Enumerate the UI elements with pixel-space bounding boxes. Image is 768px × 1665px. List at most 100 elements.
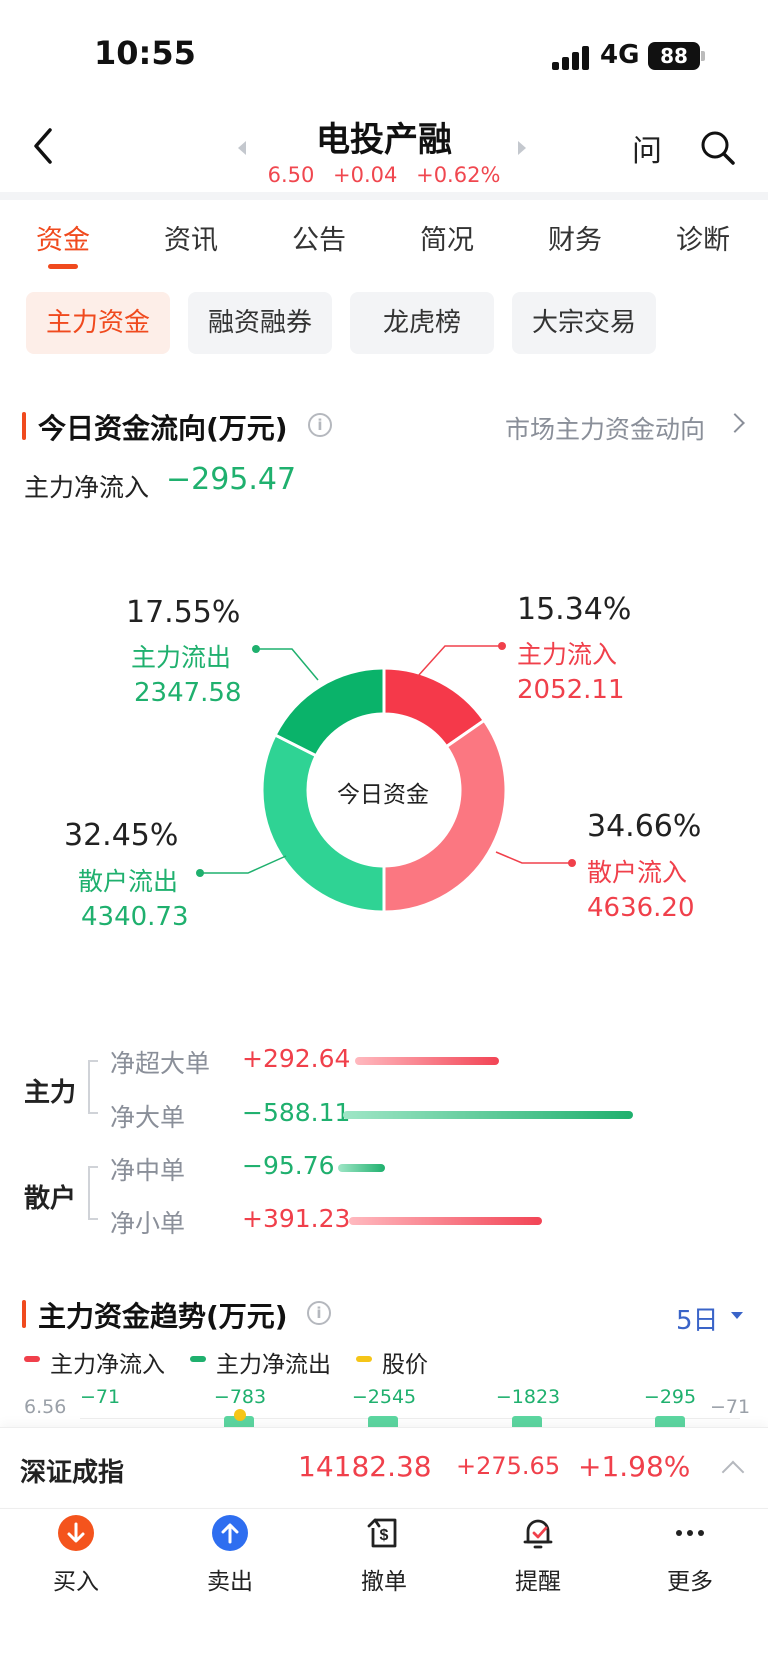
donut-slice-retail-in (382, 718, 508, 914)
tab-finance[interactable]: 财务 (548, 225, 602, 256)
price-row: 6.50 +0.04 +0.62% (0, 163, 768, 187)
row-large-label: 净大单 (110, 1103, 186, 1132)
funds-donut-chart (196, 642, 576, 914)
bar-large (343, 1111, 633, 1119)
index-ticker-bar[interactable] (0, 1427, 768, 1507)
leader-retail-out (200, 855, 287, 874)
tab-diagnosis[interactable]: 诊断 (676, 225, 730, 256)
retail-in-value: 4636.20 (587, 893, 695, 923)
search-icon[interactable] (698, 128, 738, 168)
trend-value-1: −783 (213, 1386, 267, 1408)
trend-bar-2 (368, 1416, 398, 1428)
tab-funds[interactable]: 资金 (36, 225, 90, 256)
group-retail-label: 散户 (24, 1184, 77, 1214)
stock-title: 电投产融 (316, 120, 452, 160)
ask-button[interactable]: 问 (632, 134, 662, 169)
trend-section-marker (22, 1300, 26, 1328)
subtab-margin[interactable]: 融资融券 (188, 292, 332, 354)
retail-in-pct: 34.66% (587, 809, 702, 844)
leader-retail-in (495, 851, 572, 864)
sell-label: 卖出 (207, 1569, 253, 1595)
tab-news[interactable]: 资讯 (164, 225, 218, 256)
axis-top-left-value: −71 (80, 1386, 121, 1408)
axis-left-price: 6.56 (24, 1396, 67, 1418)
prev-stock-icon[interactable] (238, 141, 246, 155)
index-change: +275.65 (456, 1452, 561, 1480)
retail-out-value: 4340.73 (81, 902, 189, 932)
chevron-right-icon (725, 413, 745, 433)
group-main-label: 主力 (24, 1078, 77, 1108)
signal-icon (552, 44, 590, 70)
tab-active-indicator (48, 264, 78, 269)
row-super-large-value: +292.64 (242, 1044, 351, 1073)
more-button[interactable]: 更多 (630, 1514, 750, 1596)
trend-value-3: −1823 (495, 1386, 561, 1408)
row-medium-label: 净中单 (110, 1156, 186, 1185)
stock-price: 6.50 (267, 163, 315, 187)
row-small-value: +391.23 (242, 1204, 351, 1233)
row-large-value: −588.11 (242, 1098, 351, 1127)
row-small-label: 净小单 (110, 1209, 186, 1238)
price-point (234, 1409, 246, 1421)
legend-net-in-swatch (24, 1356, 40, 1362)
more-label: 更多 (667, 1569, 713, 1595)
tab-profile[interactable]: 简况 (420, 225, 474, 256)
group-main-bracket (88, 1060, 98, 1114)
buy-button[interactable]: 买入 (16, 1514, 136, 1596)
back-button[interactable] (26, 122, 66, 170)
tab-announcements[interactable]: 公告 (292, 225, 346, 256)
legend-net-in: 主力净流入 (50, 1352, 165, 1378)
stock-change: +0.04 (333, 163, 398, 187)
sell-icon (211, 1514, 249, 1552)
period-selector[interactable]: 5日 (676, 1306, 719, 1336)
section-marker (22, 412, 26, 440)
index-change-pct: +1.98% (578, 1450, 691, 1483)
battery-icon: 88 (648, 42, 700, 70)
bar-small (349, 1217, 542, 1225)
next-stock-icon[interactable] (518, 141, 526, 155)
alert-button[interactable]: 提醒 (478, 1514, 598, 1596)
flow-section-title: 今日资金流向(万元) (38, 412, 288, 445)
main-out-value: 2347.58 (134, 678, 242, 708)
legend-price: 股价 (382, 1352, 428, 1378)
status-time: 10:55 (94, 34, 196, 72)
caret-down-icon (731, 1312, 743, 1319)
svg-text:$: $ (380, 1527, 389, 1544)
main-in-pct: 15.34% (517, 592, 632, 627)
legend-net-out-swatch (190, 1356, 206, 1362)
cancel-order-label: 撤单 (361, 1569, 407, 1595)
market-funds-link[interactable]: 市场主力资金动向 (505, 415, 706, 444)
legend-net-out: 主力净流出 (216, 1352, 331, 1378)
donut-slice-main-out (273, 666, 386, 758)
index-value: 14182.38 (298, 1450, 432, 1483)
row-super-large-label: 净超大单 (110, 1049, 211, 1078)
network-label: 4G (600, 40, 640, 70)
cancel-order-icon: $ (365, 1514, 403, 1552)
subtab-block-trade[interactable]: 大宗交易 (512, 292, 656, 354)
subtab-dragon-tiger[interactable]: 龙虎榜 (350, 292, 494, 354)
trend-value-2: −2545 (351, 1386, 417, 1408)
donut-slice-retail-out (260, 732, 386, 914)
trend-info-icon[interactable]: i (307, 1301, 331, 1325)
sell-button[interactable]: 卖出 (170, 1514, 290, 1596)
main-out-label: 主力流出 (131, 643, 232, 672)
trend-section-title: 主力资金趋势(万元) (38, 1300, 288, 1333)
main-out-pct: 17.55% (126, 595, 241, 630)
trend-bar-1 (224, 1416, 254, 1428)
donut-center-label: 今日资金 (337, 782, 429, 808)
leader-main-in (417, 645, 502, 677)
subtab-main-funds[interactable]: 主力资金 (26, 292, 170, 354)
cancel-order-button[interactable]: $ 撤单 (324, 1514, 444, 1596)
trend-bar-4 (655, 1416, 685, 1428)
bottom-toolbar (0, 1508, 768, 1665)
group-retail-bracket (88, 1166, 98, 1220)
retail-out-pct: 32.45% (64, 818, 179, 853)
legend-price-swatch (356, 1356, 372, 1362)
net-inflow-value: −295.47 (166, 462, 297, 497)
stock-change-pct: +0.62% (416, 163, 501, 187)
info-icon[interactable]: i (308, 413, 332, 437)
main-in-value: 2052.11 (517, 675, 625, 705)
trend-bar-3 (512, 1416, 542, 1428)
battery-tip (701, 51, 705, 61)
more-icon (671, 1514, 709, 1552)
